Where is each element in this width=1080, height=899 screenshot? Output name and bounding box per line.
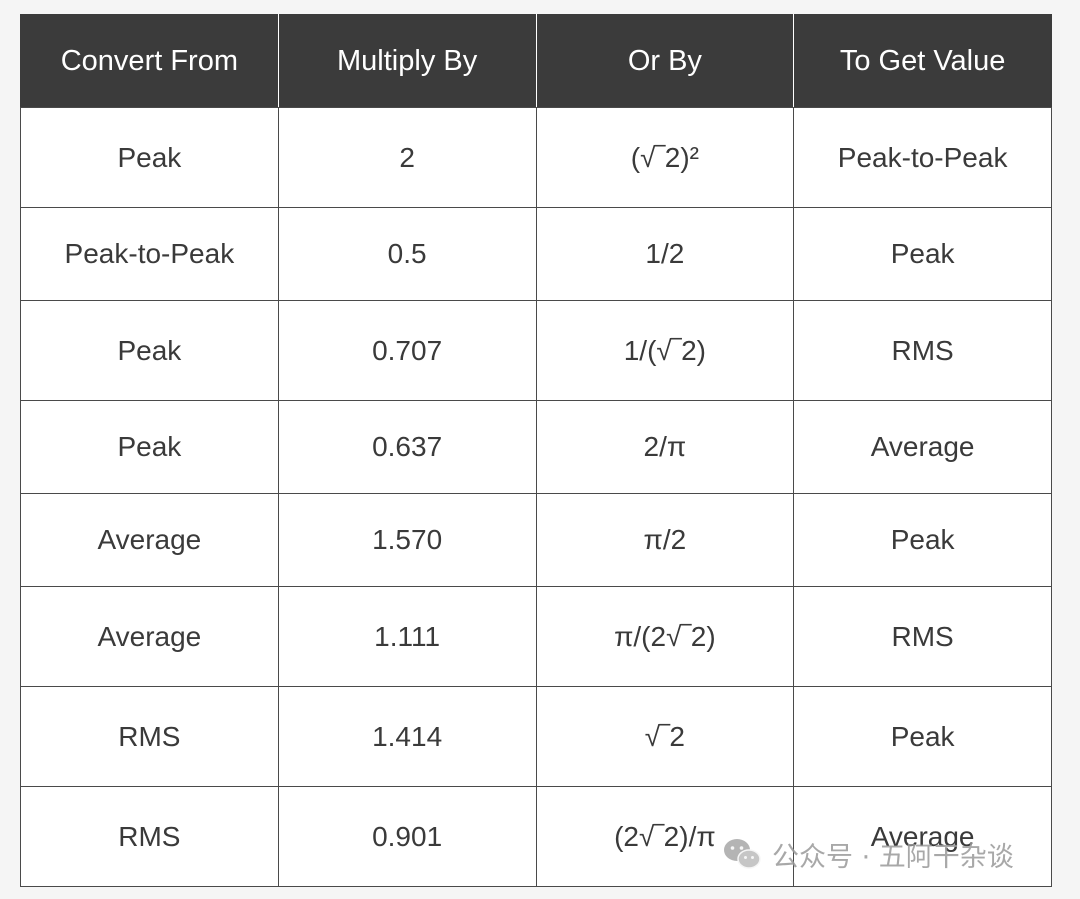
table-row: Peak 0.637 2/π Average (20, 400, 1052, 494)
cell-to-get-value: RMS (793, 586, 1052, 687)
cell-multiply-by: 0.5 (277, 207, 537, 301)
cell-or-by: (√‾2)² (535, 107, 795, 208)
cell-to-get-value: Average (793, 400, 1052, 494)
cell-multiply-by: 1.111 (277, 586, 537, 687)
cell-convert-from: Peak (20, 107, 279, 208)
header-multiply-by: Multiply By (277, 14, 537, 108)
cell-or-by: 1/2 (535, 207, 795, 301)
cell-convert-from: Average (20, 493, 279, 587)
table-row: Peak 0.707 1/(√‾2) RMS (20, 300, 1052, 401)
cell-multiply-by: 1.414 (277, 686, 537, 787)
header-to-get-value: To Get Value (793, 14, 1052, 108)
cell-or-by: 1/(√‾2) (535, 300, 795, 401)
table-row: Average 1.111 π/(2√‾2) RMS (20, 586, 1052, 687)
cell-to-get-value: RMS (793, 300, 1052, 401)
table-row: Peak 2 (√‾2)² Peak-to-Peak (20, 107, 1052, 208)
table-header-row: Convert From Multiply By Or By To Get Va… (20, 14, 1052, 108)
cell-or-by: 2/π (535, 400, 795, 494)
cell-convert-from: Peak (20, 300, 279, 401)
conversion-table-container: Convert From Multiply By Or By To Get Va… (20, 14, 1052, 887)
cell-convert-from: RMS (20, 786, 279, 887)
cell-or-by: π/2 (535, 493, 795, 587)
cell-convert-from: Average (20, 586, 279, 687)
cell-convert-from: Peak (20, 400, 279, 494)
cell-to-get-value: Peak (793, 493, 1052, 587)
table-row: Average 1.570 π/2 Peak (20, 493, 1052, 587)
cell-convert-from: Peak-to-Peak (20, 207, 279, 301)
cell-to-get-value: Peak-to-Peak (793, 107, 1052, 208)
cell-or-by: √‾2 (535, 686, 795, 787)
cell-or-by: (2√‾2)/π (535, 786, 795, 887)
cell-multiply-by: 0.637 (277, 400, 537, 494)
cell-multiply-by: 1.570 (277, 493, 537, 587)
cell-to-get-value: Peak (793, 686, 1052, 787)
cell-multiply-by: 2 (277, 107, 537, 208)
cell-to-get-value: Average (793, 786, 1052, 887)
table-row: Peak-to-Peak 0.5 1/2 Peak (20, 207, 1052, 301)
table-row: RMS 0.901 (2√‾2)/π Average (20, 786, 1052, 887)
header-convert-from: Convert From (20, 14, 279, 108)
cell-multiply-by: 0.901 (277, 786, 537, 887)
cell-to-get-value: Peak (793, 207, 1052, 301)
cell-multiply-by: 0.707 (277, 300, 537, 401)
table-row: RMS 1.414 √‾2 Peak (20, 686, 1052, 787)
header-or-by: Or By (535, 14, 795, 108)
cell-convert-from: RMS (20, 686, 279, 787)
conversion-table: Convert From Multiply By Or By To Get Va… (20, 14, 1052, 887)
cell-or-by: π/(2√‾2) (535, 586, 795, 687)
